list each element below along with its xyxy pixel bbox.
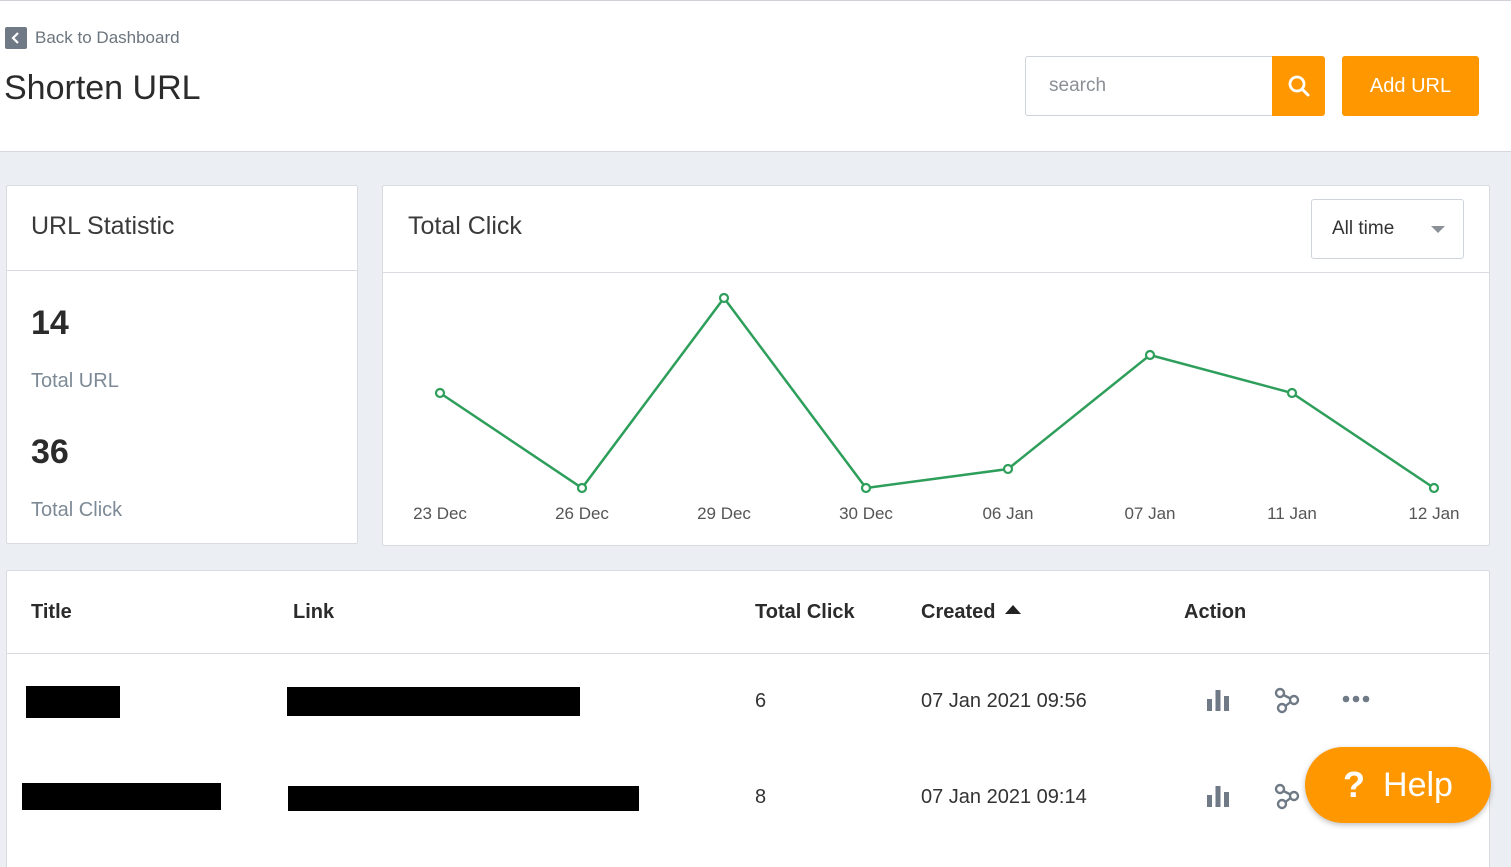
data-point[interactable] xyxy=(1428,482,1440,494)
total-click-cell: 8 xyxy=(755,786,767,808)
more-options-icon[interactable] xyxy=(1341,694,1371,704)
divider xyxy=(7,653,1489,654)
created-header-label: Created xyxy=(921,601,996,623)
column-header-total-click: Total Click xyxy=(755,601,855,623)
search-button[interactable] xyxy=(1272,56,1325,116)
help-button[interactable]: ? Help xyxy=(1305,747,1491,823)
redacted-title xyxy=(26,686,120,718)
help-label: Help xyxy=(1383,765,1453,804)
x-tick-label: 11 Jan xyxy=(1267,504,1317,523)
total-url-value: 14 xyxy=(31,304,69,342)
x-tick-label: 29 Dec xyxy=(697,504,751,523)
x-tick-label: 30 Dec xyxy=(839,504,893,523)
column-header-created[interactable]: Created xyxy=(921,601,1022,624)
data-point[interactable] xyxy=(860,482,872,494)
data-point[interactable] xyxy=(1286,387,1298,399)
divider xyxy=(383,272,1489,273)
total-click-cell: 6 xyxy=(755,690,767,712)
total-url-label: Total URL xyxy=(31,370,119,392)
page-title: Shorten URL xyxy=(4,69,201,107)
time-range-label: All time xyxy=(1332,218,1395,239)
share-link-icon[interactable] xyxy=(1274,783,1301,810)
chevron-left-icon xyxy=(5,27,27,49)
data-point[interactable] xyxy=(1144,349,1156,361)
created-cell: 07 Jan 2021 09:14 xyxy=(921,786,1087,808)
created-cell: 07 Jan 2021 09:56 xyxy=(921,690,1087,712)
search-box xyxy=(1025,56,1325,116)
x-tick-label: 07 Jan xyxy=(1124,504,1175,523)
x-tick-label: 12 Jan xyxy=(1408,504,1459,523)
page-header: Back to Dashboard Shorten URL Add URL xyxy=(0,0,1511,152)
bar-chart-icon[interactable] xyxy=(1206,688,1230,712)
chart-title: Total Click xyxy=(408,212,522,240)
column-header-link: Link xyxy=(293,601,335,623)
divider xyxy=(7,270,357,271)
search-icon xyxy=(1288,75,1309,97)
question-icon: ? xyxy=(1343,764,1366,805)
back-to-dashboard-link[interactable]: Back to Dashboard xyxy=(5,27,180,49)
bar-chart-icon[interactable] xyxy=(1206,784,1230,808)
time-range-select[interactable]: All time xyxy=(1311,199,1464,259)
url-statistic-title: URL Statistic xyxy=(31,212,175,240)
share-link-icon[interactable] xyxy=(1274,687,1301,714)
redacted-title xyxy=(22,783,221,810)
line-chart: 23 Dec 26 Dec 29 Dec 30 Dec 06 Jan 07 Jan 11 J… xyxy=(413,292,1460,523)
url-statistic-card: URL Statistic 14 Total URL 36 Total Clic… xyxy=(6,185,358,544)
data-point[interactable] xyxy=(718,292,730,304)
column-header-title: Title xyxy=(31,601,72,623)
search-input[interactable] xyxy=(1025,56,1272,116)
data-point[interactable] xyxy=(576,482,588,494)
x-tick-label: 26 Dec xyxy=(555,504,609,523)
add-url-button[interactable]: Add URL xyxy=(1342,56,1479,116)
x-tick-label: 23 Dec xyxy=(413,504,467,523)
back-label: Back to Dashboard xyxy=(35,28,180,47)
total-click-value: 36 xyxy=(31,433,69,471)
data-point[interactable] xyxy=(1002,463,1014,475)
x-tick-label: 06 Jan xyxy=(982,504,1033,523)
redacted-link xyxy=(288,786,639,811)
series-line xyxy=(439,295,1435,490)
sort-ascending-icon xyxy=(1005,605,1022,614)
column-header-action: Action xyxy=(1184,601,1247,623)
data-point[interactable] xyxy=(434,387,446,399)
caret-down-icon xyxy=(1431,226,1445,233)
redacted-link xyxy=(287,687,580,716)
url-table: Title Link Total Click Created Action 6 … xyxy=(6,570,1490,867)
total-click-card: Total Click All time 23 Dec 26 Dec 29 Dec 3… xyxy=(382,185,1490,546)
total-click-label: Total Click xyxy=(31,499,123,521)
